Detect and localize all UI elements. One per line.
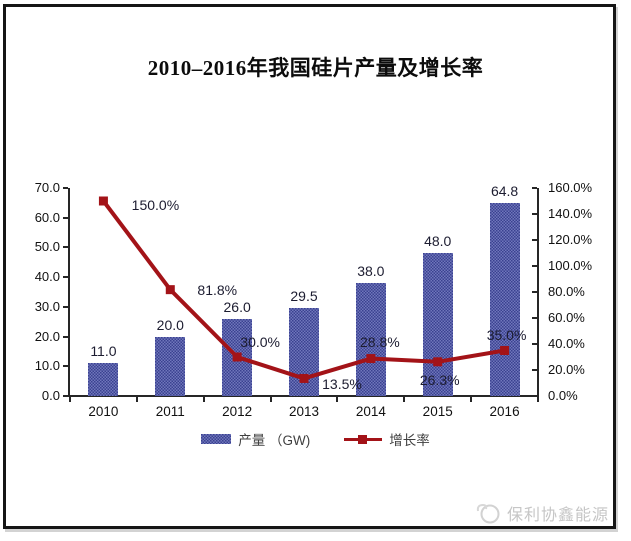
growth-rate-line bbox=[98, 196, 510, 383]
watermark-text: 保利协鑫能源 bbox=[506, 507, 609, 524]
line-marker bbox=[433, 357, 443, 367]
x-axis-category-label: 2012 bbox=[222, 404, 253, 419]
legend: 产量 （GW) 增长率 bbox=[0, 429, 631, 449]
x-axis-line bbox=[68, 395, 539, 397]
watermark: 保利协鑫能源 bbox=[475, 501, 609, 525]
right-axis-tick bbox=[532, 239, 537, 241]
right-axis-tick bbox=[532, 395, 537, 397]
x-axis-tick bbox=[403, 397, 406, 402]
right-axis-tick-label: 160.0% bbox=[548, 180, 593, 195]
x-axis-tick bbox=[202, 397, 205, 402]
bar-value-label: 38.0 bbox=[357, 263, 385, 280]
left-axis-tick-label: 0.0 bbox=[41, 388, 60, 403]
x-axis-tick bbox=[69, 397, 71, 402]
left-axis-tick bbox=[63, 395, 68, 397]
x-axis-tick bbox=[269, 397, 272, 402]
right-axis-tick-label: 40.0% bbox=[548, 336, 585, 351]
right-axis-line bbox=[537, 188, 539, 397]
production-bar bbox=[355, 283, 386, 396]
production-bar bbox=[489, 203, 520, 396]
legend-item-production: 产量 （GW) bbox=[201, 429, 310, 449]
right-axis-tick bbox=[532, 317, 537, 319]
right-axis-tick bbox=[532, 369, 537, 371]
bar-series-swatch-icon bbox=[201, 434, 232, 444]
chart-title: 2010–2016年我国硅片产量及增长率 bbox=[147, 56, 484, 80]
left-axis-tick bbox=[63, 187, 68, 189]
x-axis-tick bbox=[135, 397, 138, 402]
growth-rate-label: 26.3% bbox=[419, 371, 460, 388]
gcl-logo-icon bbox=[476, 503, 500, 524]
line-marker bbox=[299, 373, 309, 383]
right-axis-tick-label: 100.0% bbox=[548, 258, 593, 273]
left-axis-tick-label: 30.0 bbox=[34, 298, 60, 314]
line-marker bbox=[500, 346, 510, 355]
right-axis-tick bbox=[532, 213, 537, 215]
legend-item-growth: 增长率 bbox=[344, 429, 430, 449]
x-axis-category-label: 2013 bbox=[288, 404, 320, 419]
x-axis-category-label: 2010 bbox=[88, 404, 119, 419]
left-axis-tick-label: 50.0 bbox=[34, 239, 60, 255]
left-axis-tick-label: 20.0 bbox=[34, 328, 60, 344]
left-axis-tick-label: 60.0 bbox=[34, 209, 60, 225]
line-marker bbox=[165, 285, 175, 295]
line-marker bbox=[366, 354, 376, 364]
right-axis-tick-label: 140.0% bbox=[548, 206, 593, 221]
left-axis-tick bbox=[63, 216, 68, 219]
right-axis-tick-label: 80.0% bbox=[548, 284, 585, 299]
right-axis-tick-label: 120.0% bbox=[548, 232, 593, 247]
line-series-swatch-icon bbox=[344, 434, 383, 444]
right-axis-tick bbox=[532, 291, 537, 293]
x-axis-category-label: 2016 bbox=[489, 404, 520, 419]
left-axis-tick-label: 10.0 bbox=[34, 358, 60, 374]
left-axis-tick bbox=[63, 276, 68, 279]
right-axis-tick bbox=[532, 187, 537, 189]
bar-value-label: 29.5 bbox=[290, 288, 318, 305]
growth-rate-label: 13.5% bbox=[322, 376, 362, 393]
x-axis-category-label: 2011 bbox=[155, 404, 185, 419]
left-axis-tick bbox=[63, 246, 68, 249]
bar-value-label: 64.8 bbox=[490, 183, 519, 200]
plot-area: 70.0 60.0 50.0 40.0 30.0 20.0 10.0 0.0 160.0% 140… bbox=[35, 181, 592, 420]
legend-label-growth: 增长率 bbox=[389, 433, 430, 448]
production-bar bbox=[155, 336, 186, 396]
production-bar bbox=[88, 363, 119, 396]
right-axis-tick bbox=[532, 265, 537, 267]
left-axis-tick-label: 40.0 bbox=[34, 269, 60, 285]
bar-value-label: 26.0 bbox=[223, 298, 251, 315]
right-axis-tick-label: 60.0% bbox=[548, 310, 585, 325]
right-axis-tick-label: 20.0% bbox=[548, 362, 585, 377]
growth-rate-label: 35.0% bbox=[486, 326, 527, 343]
bar-value-label: 11.0 bbox=[90, 343, 117, 360]
x-axis-tick bbox=[537, 397, 539, 402]
growth-rate-label: 150.0% bbox=[131, 197, 180, 213]
line-marker bbox=[98, 196, 108, 206]
bar-value-label: 20.0 bbox=[156, 316, 184, 333]
left-axis-tick bbox=[63, 365, 68, 368]
right-axis-tick bbox=[532, 343, 537, 345]
right-axis-tick-label: 0.0% bbox=[548, 388, 578, 403]
production-bar bbox=[222, 318, 253, 396]
growth-rate-label: 30.0% bbox=[240, 334, 280, 350]
line-marker bbox=[232, 352, 242, 362]
x-axis-category-label: 2015 bbox=[422, 404, 453, 419]
legend-label-production: 产量 （GW) bbox=[238, 433, 311, 448]
bar-value-label: 48.0 bbox=[424, 233, 452, 250]
left-axis-tick bbox=[63, 335, 68, 338]
left-axis-tick-label: 70.0 bbox=[34, 180, 60, 195]
growth-rate-label: 28.8% bbox=[359, 333, 400, 350]
growth-rate-label: 81.8% bbox=[197, 281, 238, 298]
left-axis-line bbox=[68, 188, 70, 397]
left-axis-tick bbox=[63, 305, 68, 308]
x-axis-tick bbox=[336, 397, 339, 402]
production-bar bbox=[422, 253, 453, 396]
x-axis-tick bbox=[470, 397, 473, 402]
x-axis-category-label: 2014 bbox=[355, 404, 386, 419]
